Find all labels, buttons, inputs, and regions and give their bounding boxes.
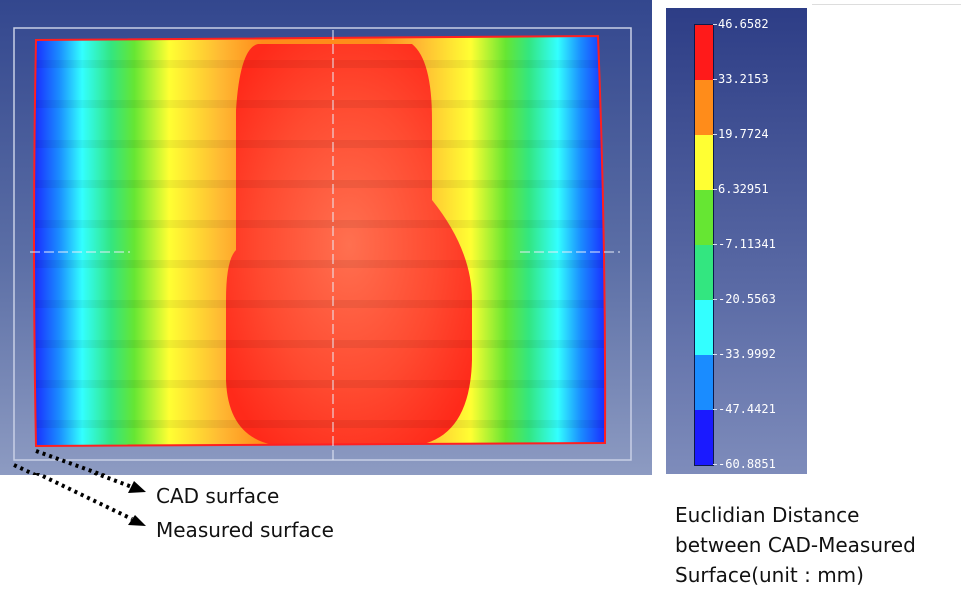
color-band xyxy=(695,355,713,410)
scale-tick-mark xyxy=(713,24,717,25)
color-band xyxy=(695,25,713,80)
legend-caption-line2: between CAD-Measured xyxy=(675,533,916,557)
colormap-legend: 46.6582 33.2153 19.7724 6.32951 -7.11341 -20.… xyxy=(666,8,807,474)
scale-tick-label: -60.8851 xyxy=(718,457,776,471)
measured-outline xyxy=(33,34,607,448)
color-band xyxy=(695,245,713,300)
center-axes xyxy=(30,30,620,460)
scale-tick-label: 19.7724 xyxy=(718,127,769,141)
color-band xyxy=(695,410,713,465)
color-band xyxy=(695,80,713,135)
scale-tick-mark xyxy=(713,189,717,190)
scale-tick-mark xyxy=(713,464,717,465)
scale-tick-mark xyxy=(713,354,717,355)
legend-caption: Euclidian Distance between CAD-Measured … xyxy=(675,500,916,590)
scale-tick-label: 46.6582 xyxy=(718,17,769,31)
scale-tick-label: 33.2153 xyxy=(718,72,769,86)
annotation-arrows xyxy=(13,449,109,475)
measured-surface-label: Measured surface xyxy=(156,518,334,542)
measured-surface xyxy=(34,36,606,446)
max-deviation-region xyxy=(226,44,472,446)
scale-tick-mark xyxy=(713,134,717,135)
scale-tick-label: -47.4421 xyxy=(718,402,776,416)
scale-tick-label: -7.11341 xyxy=(718,237,776,251)
cad-surface-label: CAD surface xyxy=(156,484,280,508)
legend-caption-line1: Euclidian Distance xyxy=(675,503,860,527)
annotation-arrows-lower xyxy=(31,473,146,526)
color-band xyxy=(695,300,713,355)
legend-caption-line3: Surface(unit : mm) xyxy=(675,563,864,587)
top-rule xyxy=(812,4,961,5)
3d-viewport[interactable] xyxy=(0,0,652,475)
scale-tick-mark xyxy=(713,409,717,410)
color-band xyxy=(695,190,713,245)
deviation-map xyxy=(13,27,632,475)
scale-tick-mark xyxy=(713,299,717,300)
color-band xyxy=(695,135,713,190)
scale-tick-mark xyxy=(713,244,717,245)
scale-tick-label: -20.5563 xyxy=(718,292,776,306)
scale-tick-mark xyxy=(713,79,717,80)
cad-frame xyxy=(13,27,632,461)
scale-tick-label: -33.9992 xyxy=(718,347,776,361)
scale-tick-label: 6.32951 xyxy=(718,182,769,196)
color-scale-bar xyxy=(694,24,714,466)
